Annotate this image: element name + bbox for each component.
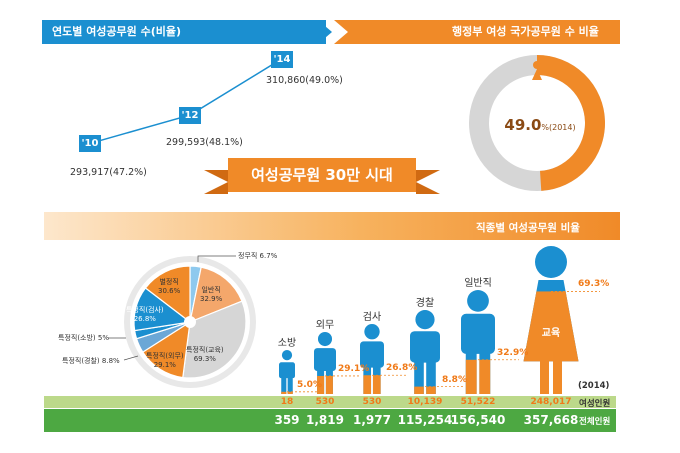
total-count-prosecutor: 1,977 [353,413,391,427]
section-title: 직종별 여성공무원 비율 [476,222,580,234]
trend-value-2010: 293,917(47.2%) [70,167,147,178]
callout-fire: 특정직(소방) 5% [58,334,109,342]
figure-female-3 [410,386,440,394]
female-row-label: 여성인원 [579,399,611,409]
share-label-prosecutor: 26.8% [386,363,418,374]
year-box-2014: '14 [271,50,293,68]
pie-center-dot [184,316,196,328]
donut-label: 49.0%(2014) [500,115,580,134]
callout-political: 정무직 6.7% [238,252,278,260]
total-count-row [44,409,616,432]
year-note: (2014) [578,381,610,391]
center-banner-right-wing [416,170,440,194]
donut-value-main: 49.0 [504,116,542,134]
share-label-general: 32.9% [497,347,529,358]
total-row-label: 전체인원 [579,417,611,427]
total-count-police: 115,254 [397,413,453,427]
share-label-fire: 5.0% [297,379,322,390]
callout-police: 특정직(경찰) 8.8% [62,357,120,365]
section-band [44,212,620,240]
pie-slice-7 [144,265,191,324]
share-label-foreign: 29.1% [338,363,370,374]
right-header-title: 행정부 여성 국가공무원 수 비율 [452,25,599,38]
total-count-education: 357,668 [523,413,579,427]
figure-total-2 [360,324,384,394]
pie-slice-1 [189,266,243,323]
total-count-foreign: 1,819 [306,413,344,427]
donut-hole [493,79,581,167]
occupation-pie-chart [124,256,256,388]
occupation-label-prosecutor: 검사 [362,312,382,323]
total-count-fire: 359 [274,413,300,427]
pie-label-foreign: 특정직(외무) 29.1% [146,352,184,369]
pie-label-general: 일반직 32.9% [200,286,223,303]
occupation-label-education: 교육 [541,328,561,340]
woman-icon [532,61,542,80]
figure-female-2 [360,375,384,394]
donut-female-arc [536,55,605,191]
center-banner-left-wing [204,170,228,194]
female-count-general: 51,522 [460,397,496,407]
trend-value-2014: 310,860(49.0%) [266,75,343,86]
pie-label-special: 별정직 30.6% [158,278,181,295]
year-box-2012: '12 [179,107,201,125]
occupation-label-general: 일반직 [464,278,492,289]
donut-value-suffix: %(2014) [541,123,576,132]
center-banner: 여성공무원 30만 시대 [228,158,416,192]
female-count-fire: 18 [280,397,294,407]
share-label-education: 69.3% [578,279,610,290]
trend-value-2012: 299,593(48.1%) [166,137,243,148]
donut-chart [469,55,605,191]
left-header-arrow [318,20,332,44]
female-count-prosecutor: 530 [362,397,382,407]
occupation-label-foreign: 외무 [315,320,335,331]
female-count-education: 248,017 [530,397,572,407]
pie-slice-2 [182,300,247,379]
pie-slices [133,265,247,379]
left-header-title: 연도별 여성공무원 수(비율) [52,25,182,38]
right-header-banner [334,20,620,44]
left-header-banner [42,20,326,44]
female-count-row [44,396,616,408]
female-count-police: 10,139 [407,397,443,407]
share-label-police: 8.8% [442,374,467,385]
right-header-notch [334,20,348,44]
female-count-foreign: 530 [315,397,335,407]
pie-label-education: 특정직(교육) 69.3% [186,346,224,363]
pie-label-prosecutor: 특정직(검사) 26.8% [126,306,164,323]
occupation-label-fire: 소방 [277,338,297,349]
year-box-2010: '10 [79,135,101,153]
occupation-label-police: 경찰 [415,298,435,309]
figure-female-5 [523,291,579,394]
total-count-general: 156,540 [450,413,506,427]
